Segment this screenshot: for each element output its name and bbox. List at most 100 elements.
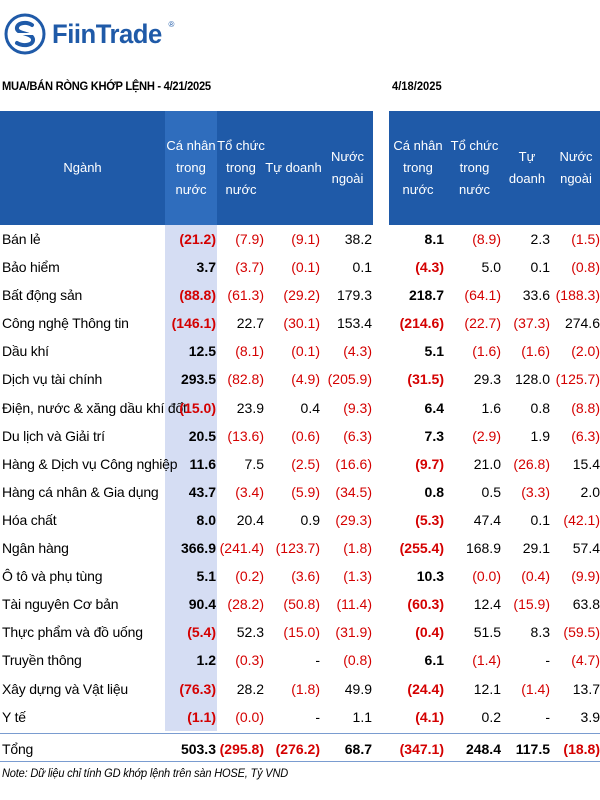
table-row: Hóa chất 8.0 20.4 0.9 (29.3) (0, 506, 373, 534)
table-row: Truyền thông 1.2 (0.3) - (0.8) (0, 646, 373, 674)
value-cell: 0.5 (481, 483, 501, 500)
value-cell: (1.6) (472, 343, 501, 360)
value-cell: (1.8) (343, 540, 372, 557)
value-cell: (276.2) (275, 740, 320, 757)
table-row: Tài nguyên Cơ bản 90.4 (28.2) (50.8) (11.4) (0, 590, 373, 618)
value-cell: (347.1) (399, 740, 444, 757)
sector-name: Tổng (2, 740, 34, 757)
value-cell: 366.9 (180, 540, 216, 557)
value-cell: (76.3) (179, 680, 216, 697)
value-cell: (9.7) (415, 455, 444, 472)
value-cell: (7.9) (235, 231, 264, 247)
table-left: Ngành Cá nhân trong nước Tổ chức trong n… (0, 111, 373, 763)
value-cell: (18.8) (563, 740, 600, 757)
value-cell: 0.1 (352, 259, 372, 276)
value-cell: (0.4) (415, 624, 444, 641)
header-nuoc-ngoai: Nước ngoài (559, 149, 593, 186)
table-row: Xây dựng và Vật liệu (76.3) 28.2 (1.8) 49.9 (0, 675, 373, 703)
value-cell: 0.1 (530, 259, 550, 276)
value-cell: (37.3) (513, 315, 550, 332)
total-row: (347.1) 248.4 117.5 (18.8) (389, 735, 600, 763)
value-cell: 68.7 (344, 740, 372, 757)
table-row: Hàng cá nhân & Gia dụng 43.7 (3.4) (5.9) (34… (0, 478, 373, 506)
table-row: (255.4) 168.9 29.1 57.4 (389, 534, 600, 562)
value-cell: (15.0) (283, 624, 320, 641)
value-cell: (205.9) (327, 371, 372, 388)
value-cell: (214.6) (399, 315, 444, 332)
value-cell: (125.7) (555, 371, 600, 388)
value-cell: (31.5) (407, 371, 444, 388)
value-cell: (11.4) (336, 596, 372, 613)
sector-name: Bất động sản (2, 287, 83, 304)
value-cell: (88.8) (179, 287, 216, 304)
value-cell: 28.2 (236, 680, 264, 697)
table-row: (5.3) 47.4 0.1 (42.1) (389, 506, 600, 534)
value-cell: 63.8 (572, 596, 600, 613)
value-cell: 0.1 (530, 511, 550, 528)
value-cell: (82.8) (227, 371, 264, 388)
sector-name: Hàng cá nhân & Gia dụng (2, 483, 159, 500)
header-ca-nhan: Cá nhân trong nước (393, 138, 443, 197)
value-cell: 3.7 (196, 259, 216, 276)
value-cell: 128.0 (514, 371, 550, 388)
value-cell: 1.9 (530, 427, 550, 444)
table-row: 218.7 (64.1) 33.6 (188.3) (389, 281, 600, 309)
total-row: Tổng 503.3 (295.8) (276.2) 68.7 (0, 735, 373, 763)
table-right: Cá nhân trong nước Tổ chức trong nước Tự… (389, 111, 600, 763)
value-cell: (64.1) (464, 287, 501, 304)
value-cell: (1.6) (521, 343, 550, 360)
value-cell: 117.5 (515, 740, 550, 757)
value-cell: - (545, 708, 550, 725)
value-cell: 8.0 (196, 511, 216, 528)
table-row: (214.6) (22.7) (37.3) 274.6 (389, 309, 600, 337)
value-cell: 29.1 (522, 540, 550, 557)
value-cell: (0.1) (291, 259, 320, 276)
value-cell: 0.9 (300, 511, 320, 528)
value-cell: 503.3 (180, 740, 216, 757)
value-cell: (13.6) (227, 427, 264, 444)
value-cell: 274.6 (564, 315, 600, 332)
value-cell: (1.1) (187, 708, 216, 725)
value-cell: (4.3) (415, 259, 444, 276)
title-right: 4/18/2025 (392, 79, 442, 93)
table-row: Dầu khí 12.5 (8.1) (0.1) (4.3) (0, 337, 373, 365)
value-cell: (4.7) (571, 652, 600, 669)
value-cell: - (315, 652, 320, 669)
value-cell: 153.4 (336, 315, 372, 332)
value-cell: 2.3 (530, 231, 550, 247)
value-cell: 5.0 (481, 259, 501, 276)
value-cell: (24.4) (407, 680, 444, 697)
value-cell: 22.7 (236, 315, 264, 332)
value-cell: 12.5 (188, 343, 216, 360)
value-cell: (29.3) (335, 511, 372, 528)
value-cell: 7.3 (424, 427, 444, 444)
value-cell: (5.4) (187, 624, 216, 641)
table-row: (60.3) 12.4 (15.9) 63.8 (389, 590, 600, 618)
value-cell: (15.0) (179, 399, 216, 416)
header-to-chuc: Tổ chức trong nước (450, 138, 499, 197)
value-cell: 15.4 (572, 455, 600, 472)
sector-name: Hóa chất (2, 511, 57, 528)
value-cell: 21.0 (473, 455, 501, 472)
value-cell: (61.3) (227, 287, 264, 304)
value-cell: (1.8) (291, 680, 320, 697)
value-cell: (295.8) (219, 740, 264, 757)
value-cell: 12.4 (473, 596, 501, 613)
value-cell: (0.3) (235, 652, 264, 669)
table-row: Bán lẻ (21.2) (7.9) (9.1) 38.2 (0, 225, 373, 253)
value-cell: (34.5) (335, 483, 372, 500)
table-left-body: Bán lẻ (21.2) (7.9) (9.1) 38.2 Bảo hiểm 3.7 (3.… (0, 225, 373, 763)
value-cell: 7.5 (244, 455, 264, 472)
table-row: (31.5) 29.3 128.0 (125.7) (389, 365, 600, 393)
value-cell: (42.1) (563, 511, 600, 528)
value-cell: (255.4) (399, 540, 444, 557)
value-cell: (28.2) (227, 596, 264, 613)
header-nganh: Ngành (63, 160, 102, 175)
sector-name: Ngân hàng (2, 540, 69, 557)
value-cell: 13.7 (572, 680, 600, 697)
value-cell: 51.5 (473, 624, 501, 641)
sector-name: Ô tô và phụ tùng (2, 568, 103, 585)
value-cell: 47.4 (473, 511, 501, 528)
value-cell: (1.4) (521, 680, 550, 697)
header-tu-doanh: Tự doanh (508, 149, 546, 186)
